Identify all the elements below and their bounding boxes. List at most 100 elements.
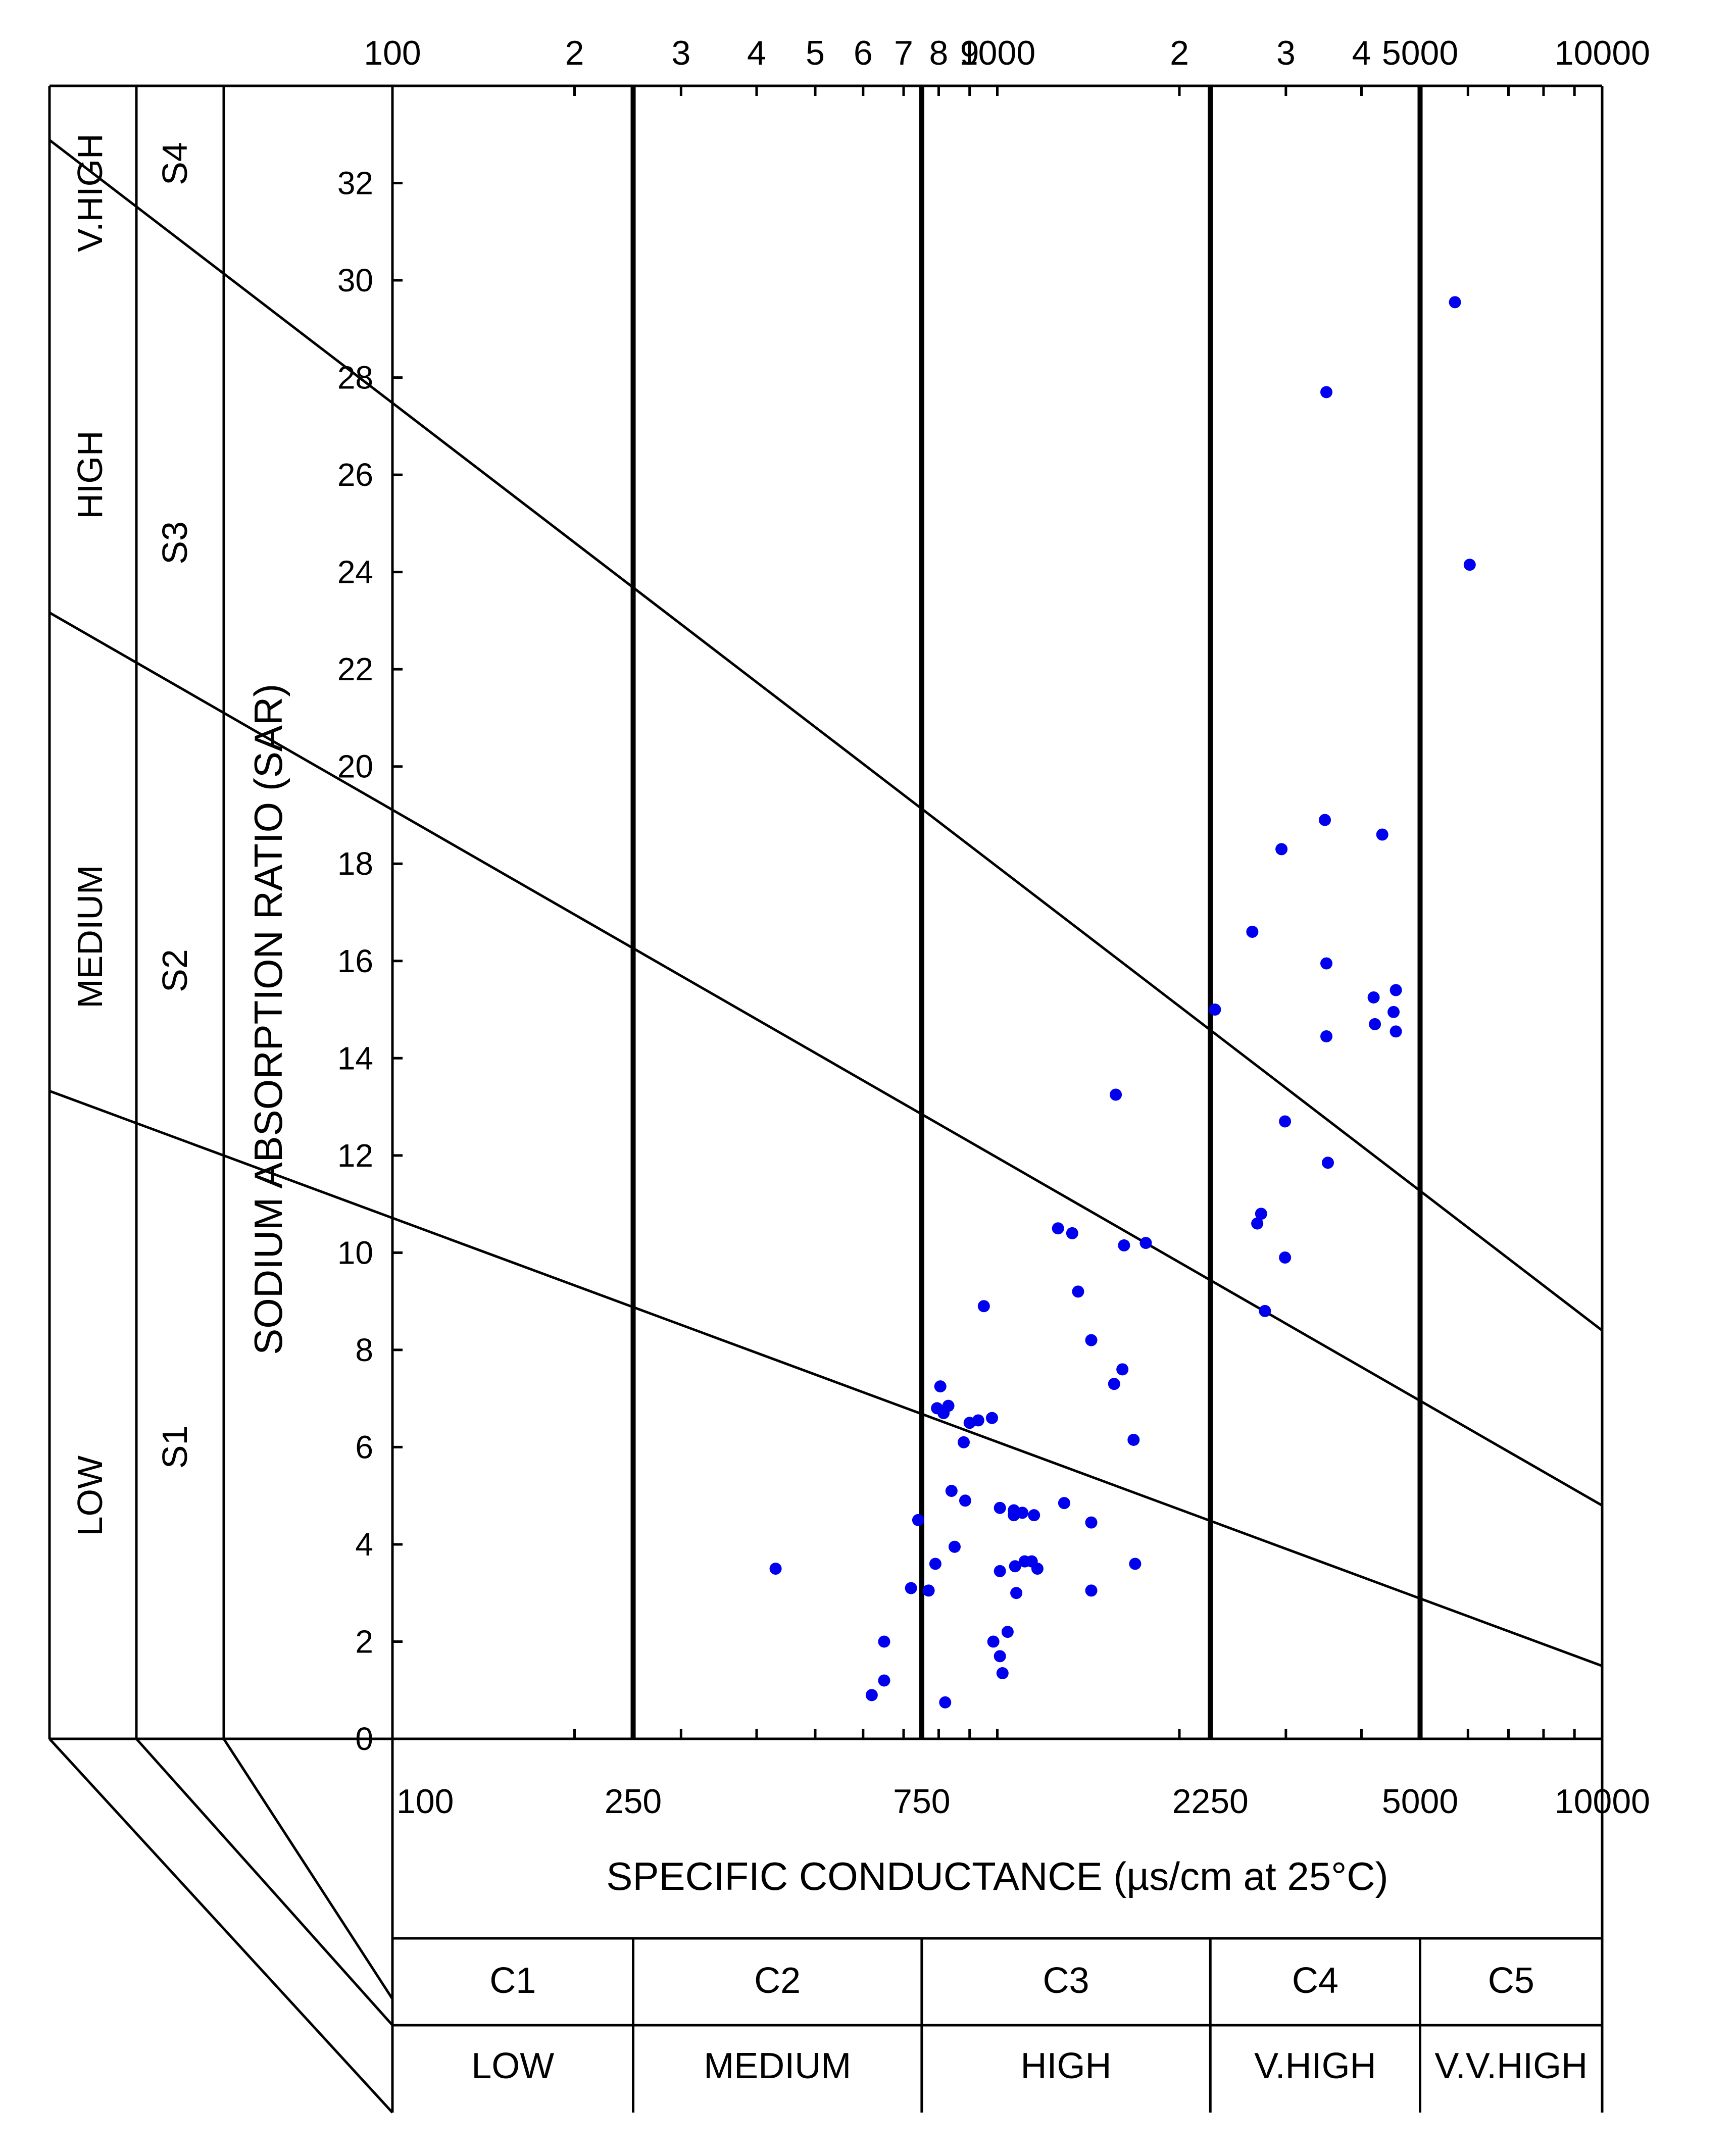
x-tick-bottom-label: 5000 (1382, 1782, 1458, 1821)
sodium-class-code: S2 (155, 949, 194, 992)
x-tick-top-label: 1000 (959, 34, 1035, 72)
data-point (1320, 1030, 1333, 1042)
data-point (1129, 1558, 1142, 1570)
data-point (1001, 1626, 1014, 1638)
data-point (769, 1563, 782, 1575)
x-tick-top-label: 7 (894, 34, 913, 72)
data-point (1463, 559, 1476, 571)
data-point (1275, 843, 1288, 856)
x-tick-top-label: 8 (929, 34, 949, 72)
salinity-class-name: V.HIGH (1254, 2046, 1376, 2086)
sodium-boundary-line (48, 139, 1603, 1332)
sodium-class-name-4: V.HIGH (70, 133, 110, 252)
data-point (939, 1696, 952, 1709)
data-point (1279, 1251, 1292, 1264)
y-tick-label: 30 (337, 262, 373, 298)
diagonal-connector-1 (48, 1738, 393, 2114)
data-point (985, 1412, 998, 1424)
diagonal-connector-2 (135, 1738, 393, 2026)
data-point (1010, 1587, 1023, 1599)
data-point (1279, 1115, 1292, 1128)
data-point (994, 1565, 1006, 1577)
x-tick-top-label: 3 (1276, 34, 1296, 72)
data-point (1320, 386, 1333, 398)
y-tick-label: 26 (337, 457, 373, 493)
salinity-class-code: C3 (1043, 1961, 1089, 2001)
salinity-class-code: C4 (1292, 1961, 1338, 2001)
y-tick-label: 6 (355, 1429, 373, 1465)
y-tick-label: 16 (337, 943, 373, 979)
classification-lines (48, 86, 1603, 2113)
data-point (1449, 296, 1461, 309)
x-axis-title: SPECIFIC CONDUCTANCE (µs/cm at 25°C) (606, 1854, 1388, 1898)
sodium-class-code: S1 (155, 1426, 194, 1469)
y-tick-label: 12 (337, 1137, 373, 1174)
y-tick-label: 32 (337, 165, 373, 202)
data-point (1085, 1334, 1098, 1346)
y-tick-label: 10 (337, 1234, 373, 1271)
data-point (1085, 1584, 1098, 1597)
data-point (1108, 1378, 1120, 1390)
data-point (934, 1380, 947, 1393)
x-tick-top-label: 2 (1170, 34, 1189, 72)
data-point (1066, 1227, 1078, 1239)
diagonal-connector-3 (222, 1738, 394, 2000)
data-point (959, 1494, 971, 1507)
salinity-class-code: C2 (754, 1961, 801, 2001)
data-point (1259, 1305, 1271, 1317)
y-tick-label: 14 (337, 1040, 373, 1076)
x-tick-top-label: 9 (960, 34, 979, 72)
x-tick-top-label: 4 (1352, 34, 1371, 72)
x-tick-top-label: 10000 (1555, 34, 1650, 72)
data-point (1139, 1237, 1152, 1249)
y-tick-label: 2 (355, 1623, 373, 1660)
x-tick-top-label: 5000 (1382, 34, 1458, 72)
data-point (1028, 1509, 1040, 1522)
x-tick-top-label: 2 (565, 34, 584, 72)
data-point (987, 1635, 1000, 1648)
data-point (1058, 1497, 1070, 1510)
x-tick-bottom-label: 100 (396, 1782, 454, 1821)
salinity-class-name: LOW (471, 2046, 554, 2086)
data-point (1209, 1004, 1221, 1016)
data-point (994, 1650, 1006, 1663)
y-tick-label: 20 (337, 748, 373, 785)
data-point (1110, 1088, 1122, 1101)
data-point (912, 1514, 924, 1526)
y-tick-label: 18 (337, 845, 373, 882)
data-point (865, 1689, 878, 1701)
y-tick-label: 28 (337, 360, 373, 396)
y-tick-label: 4 (355, 1526, 373, 1563)
data-point (1085, 1516, 1098, 1529)
frame-lines (48, 84, 1604, 2114)
data-point (977, 1300, 990, 1313)
data-point (1127, 1433, 1140, 1446)
sodium-class-name-2: MEDIUM (70, 865, 110, 1009)
data-point (878, 1674, 890, 1687)
data-point (1369, 1018, 1381, 1030)
x-tick-top-label: 100 (364, 34, 421, 72)
data-point (1072, 1285, 1084, 1298)
y-tick-label: 0 (355, 1721, 373, 1757)
data-point (905, 1582, 917, 1594)
sodium-boundary-line (49, 1089, 1603, 1667)
data-point (1255, 1208, 1267, 1220)
data-point (929, 1558, 941, 1570)
data-point (1009, 1560, 1021, 1573)
sodium-class-name-3: HIGH (70, 431, 110, 519)
y-tick-label: 8 (355, 1332, 373, 1368)
data-point (945, 1485, 958, 1497)
data-point (1390, 1025, 1402, 1038)
data-point (1321, 1157, 1334, 1169)
data-point (1246, 926, 1259, 938)
data-point (994, 1501, 1006, 1514)
salinity-class-code: C1 (489, 1961, 536, 2001)
sodium-class-code: S3 (155, 521, 194, 565)
sodium-class-name-1: LOW (70, 1456, 110, 1536)
data-point (1016, 1507, 1029, 1519)
data-point (1251, 1217, 1264, 1230)
x-tick-bottom-label: 10000 (1555, 1782, 1650, 1821)
